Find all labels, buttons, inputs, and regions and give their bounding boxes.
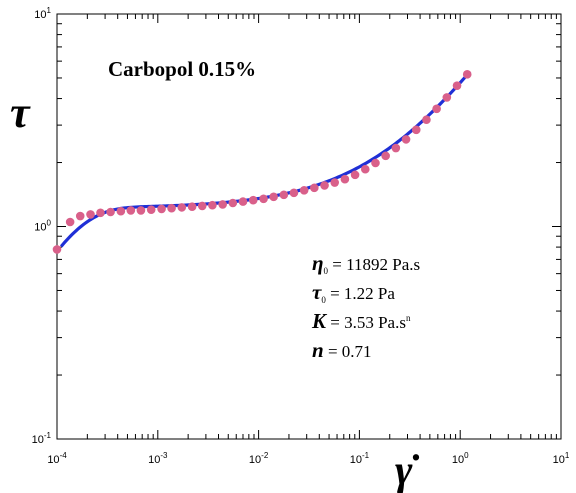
data-point xyxy=(238,197,248,206)
data-point xyxy=(86,210,95,219)
data-point xyxy=(177,203,187,212)
data-point xyxy=(228,198,238,208)
y-tick-labels: 10-1 100 101 xyxy=(32,6,52,446)
data-point xyxy=(462,70,472,79)
data-point xyxy=(157,204,166,214)
data-point xyxy=(106,207,115,217)
fit-parameters: η0 = 11892 Pa.s τ0 = 1.22 Pa K = 3.53 Pa.s… xyxy=(311,251,420,362)
data-point xyxy=(96,208,105,218)
data-point xyxy=(187,202,197,211)
data-point xyxy=(75,211,85,221)
data-point xyxy=(340,174,350,184)
data-point xyxy=(330,178,340,187)
data-point xyxy=(432,104,441,114)
model-fit-line xyxy=(59,70,472,248)
data-point xyxy=(259,194,268,204)
y-axis-label: τ xyxy=(10,88,31,137)
fit-parameter: n = 0.71 xyxy=(312,338,372,362)
fit-parameter: τ0 = 1.22 Pa xyxy=(312,280,395,305)
x-tick-label: 10-3 xyxy=(148,451,168,466)
x-tick-labels: 10-4 10-3 10-2 10-1 100 101 xyxy=(47,451,570,466)
axis-ticks xyxy=(56,13,562,440)
data-point xyxy=(146,205,156,214)
data-point xyxy=(442,93,452,102)
data-point xyxy=(52,245,62,254)
x-axis-label: γ̇ xyxy=(395,448,419,493)
data-point xyxy=(269,192,278,202)
data-point xyxy=(452,81,462,90)
data-point xyxy=(116,206,126,216)
data-point xyxy=(248,195,258,205)
data-point xyxy=(218,200,227,209)
data-point xyxy=(320,181,329,190)
fit-parameter: η0 = 11892 Pa.s xyxy=(312,251,420,276)
data-point xyxy=(197,201,207,211)
data-point xyxy=(371,158,380,168)
data-point xyxy=(350,170,360,180)
x-tick-label: 10-1 xyxy=(350,451,370,466)
y-tick-label: 10-1 xyxy=(32,431,52,446)
x-tick-label: 101 xyxy=(553,451,570,466)
x-tick-label: 10-4 xyxy=(47,451,67,466)
chart-title: Carbopol 0.15% xyxy=(108,57,256,81)
data-point xyxy=(422,115,431,125)
data-point xyxy=(401,135,411,144)
data-point xyxy=(391,143,401,153)
data-point xyxy=(289,188,299,198)
data-point xyxy=(411,125,421,135)
data-point xyxy=(279,190,289,200)
x-tick-label: 10-2 xyxy=(249,451,269,466)
y-tick-label: 100 xyxy=(34,219,51,234)
data-point xyxy=(65,217,75,227)
data-point xyxy=(136,206,146,215)
data-point xyxy=(208,200,217,210)
data-point xyxy=(310,183,319,193)
data-point xyxy=(381,151,390,161)
data-point xyxy=(299,186,309,195)
data-point xyxy=(360,164,370,174)
fit-parameter: K = 3.53 Pa.sn xyxy=(311,309,411,333)
x-tick-label: 100 xyxy=(452,451,469,466)
data-points xyxy=(52,70,472,254)
y-tick-label: 101 xyxy=(34,6,51,21)
data-point xyxy=(167,203,176,213)
data-point xyxy=(126,206,136,215)
